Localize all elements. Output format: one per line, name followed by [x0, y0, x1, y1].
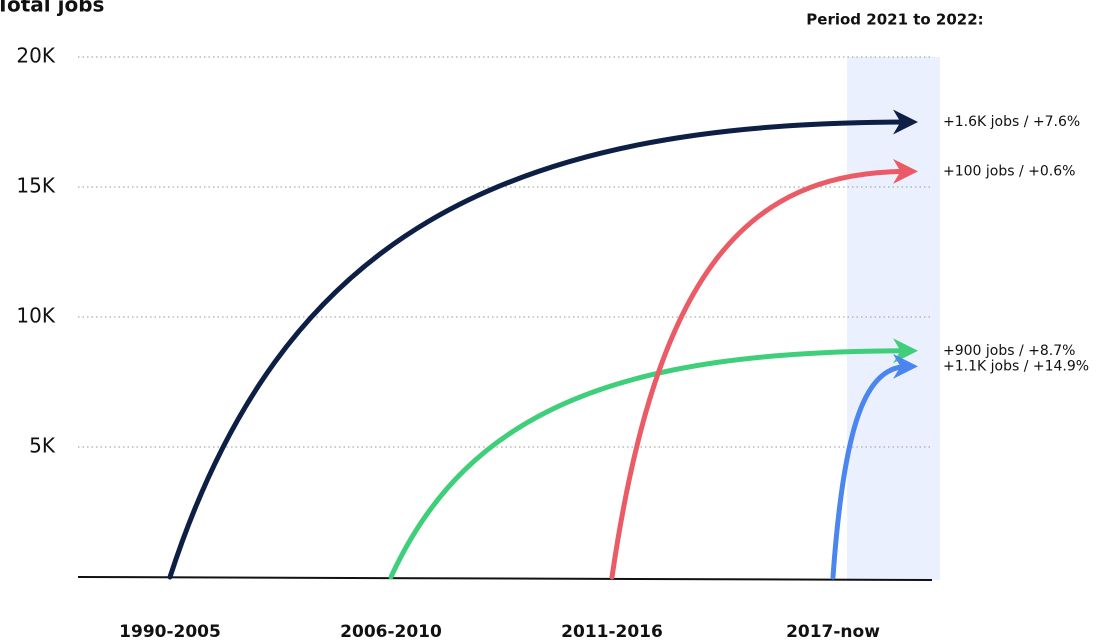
y-tick-label: 5K: [29, 434, 56, 458]
highlight-label: Period 2021 to 2022:: [806, 11, 983, 29]
chart-title: Total jobs: [0, 0, 104, 17]
y-tick-label: 10K: [16, 304, 55, 328]
x-tick-label: 1990-2005: [119, 622, 221, 640]
curve-label: +100 jobs / +0.6%: [943, 163, 1075, 179]
growth-curve: [830, 353, 918, 580]
y-tick-label: 15K: [16, 174, 55, 198]
growth-curve: [609, 158, 918, 580]
curve-label: +1.6K jobs / +7.6%: [943, 114, 1080, 130]
x-tick-label: 2006-2010: [340, 622, 442, 640]
y-tick-label: 20K: [16, 44, 55, 68]
x-tick-label: 2017-now: [786, 622, 880, 640]
curve-label: +1.1K jobs / +14.9%: [943, 358, 1089, 374]
x-tick-label: 2011-2016: [561, 622, 663, 640]
highlight-band: [847, 57, 940, 580]
curve-label: +900 jobs / +8.7%: [943, 343, 1075, 359]
growth-curve: [388, 338, 918, 580]
baseline: [77, 576, 933, 581]
growth-curve: [167, 109, 918, 580]
